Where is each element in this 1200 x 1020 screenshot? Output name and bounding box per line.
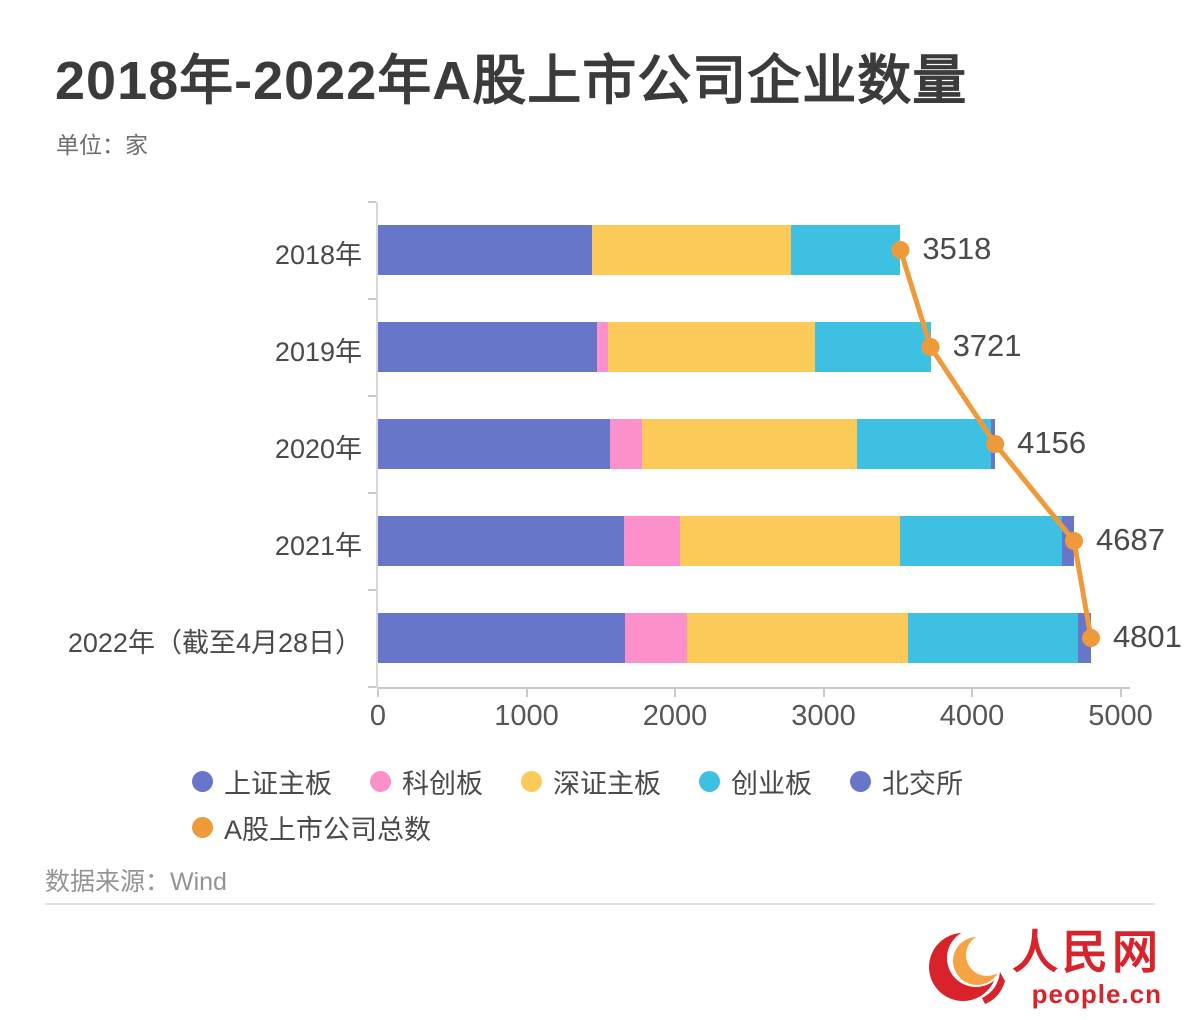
- publisher-logo-text: 人民网 people.cn: [1012, 928, 1162, 1007]
- bar-segment-深证主板: [592, 225, 791, 275]
- bar-segment-科创板: [597, 322, 608, 372]
- x-axis-tick: [674, 689, 676, 697]
- legend-label: 上证主板: [224, 768, 332, 799]
- legend-swatch-icon: [521, 770, 542, 792]
- category-label: 2022年（截至4月28日）: [67, 628, 362, 658]
- legend-label: 创业板: [731, 768, 812, 799]
- bar-segment-北交所: [990, 419, 996, 469]
- bar-segment-创业板: [857, 419, 991, 469]
- bar-segment-科创板: [610, 419, 643, 469]
- bar-segment-上证主板: [378, 613, 625, 663]
- x-tick-label: 4000: [939, 700, 1005, 732]
- y-axis-tick: [368, 686, 376, 688]
- bar-segment-深证主板: [642, 419, 858, 469]
- y-axis-tick: [368, 201, 376, 203]
- x-axis-tick: [971, 689, 973, 697]
- category-label: 2021年: [274, 531, 362, 561]
- bar-segment-创业板: [899, 516, 1062, 566]
- y-axis-tick: [368, 395, 376, 397]
- x-tick-label: 1000: [494, 700, 559, 732]
- category-label: 2018年: [274, 240, 362, 270]
- x-tick-label: 5000: [1088, 700, 1153, 732]
- legend-item-1: 科创板: [370, 760, 483, 802]
- bar-segment-北交所: [1077, 613, 1091, 663]
- legend-item-5: A股上市公司总数: [192, 806, 431, 848]
- total-value-label: 4801: [1112, 619, 1182, 654]
- legend-label: 科创板: [402, 768, 483, 799]
- bar-segment-上证主板: [378, 516, 624, 566]
- publisher-name: 人民网: [1012, 927, 1162, 979]
- bar-segment-科创板: [623, 516, 680, 566]
- x-axis-tick: [1119, 689, 1122, 697]
- bar-segment-科创板: [624, 613, 687, 663]
- y-axis-tick: [368, 589, 376, 591]
- total-value-label: 3721: [952, 328, 1022, 363]
- legend-item-0: 上证主板: [192, 760, 332, 802]
- bar-segment-深证主板: [607, 322, 815, 372]
- x-axis-line: [378, 687, 1130, 689]
- legend-swatch-icon: [850, 770, 871, 792]
- legend-label: 北交所: [882, 768, 963, 799]
- unit-label: 单位：家: [56, 132, 148, 158]
- total-value-label: 4156: [1017, 425, 1087, 460]
- legend-label: A股上市公司总数: [224, 814, 432, 845]
- y-axis-line: [376, 202, 378, 688]
- x-axis-tick: [525, 689, 528, 697]
- x-axis-tick: [377, 689, 379, 697]
- x-axis-tick: [822, 689, 825, 697]
- bar-segment-创业板: [790, 225, 901, 275]
- bar-segment-北交所: [1061, 516, 1074, 566]
- legend-item-4: 北交所: [850, 760, 963, 802]
- bar-segment-创业板: [814, 322, 931, 372]
- x-tick-label: 2000: [642, 700, 708, 732]
- legend: 上证主板 科创板 深证主板 创业板 北交所 A股上市公司总数: [192, 760, 1072, 848]
- legend-item-3: 创业板: [699, 760, 812, 802]
- bar-segment-上证主板: [378, 419, 611, 469]
- total-value-label: 4687: [1096, 522, 1165, 557]
- bar-segment-创业板: [908, 613, 1078, 663]
- category-label: 2020年: [274, 434, 362, 464]
- total-value-label: 3518: [922, 231, 992, 266]
- legend-swatch-icon: [192, 770, 213, 792]
- y-axis-tick: [368, 298, 376, 300]
- bar-segment-深证主板: [679, 516, 900, 566]
- publisher-domain: people.cn: [1031, 978, 1162, 1009]
- people-cn-crescent-icon: [926, 924, 1008, 1011]
- category-label: 2019年: [274, 337, 362, 367]
- legend-swatch-icon: [699, 770, 720, 792]
- x-tick-label: 3000: [791, 700, 856, 732]
- bar-segment-上证主板: [378, 225, 593, 275]
- chart-title: 2018年-2022年A股上市公司企业数量: [55, 51, 968, 111]
- bar-segment-深证主板: [686, 613, 909, 663]
- legend-swatch-icon: [370, 770, 391, 792]
- legend-swatch-icon: [192, 816, 213, 838]
- bar-segment-上证主板: [378, 322, 598, 372]
- data-source: 数据来源：Wind: [45, 868, 227, 896]
- y-axis-tick: [368, 492, 376, 494]
- footer-divider: [45, 903, 1155, 905]
- legend-item-2: 深证主板: [521, 760, 661, 802]
- legend-label: 深证主板: [553, 768, 661, 799]
- publisher-logo: 人民网 people.cn: [926, 924, 1162, 1011]
- x-tick-label: 0: [369, 700, 387, 732]
